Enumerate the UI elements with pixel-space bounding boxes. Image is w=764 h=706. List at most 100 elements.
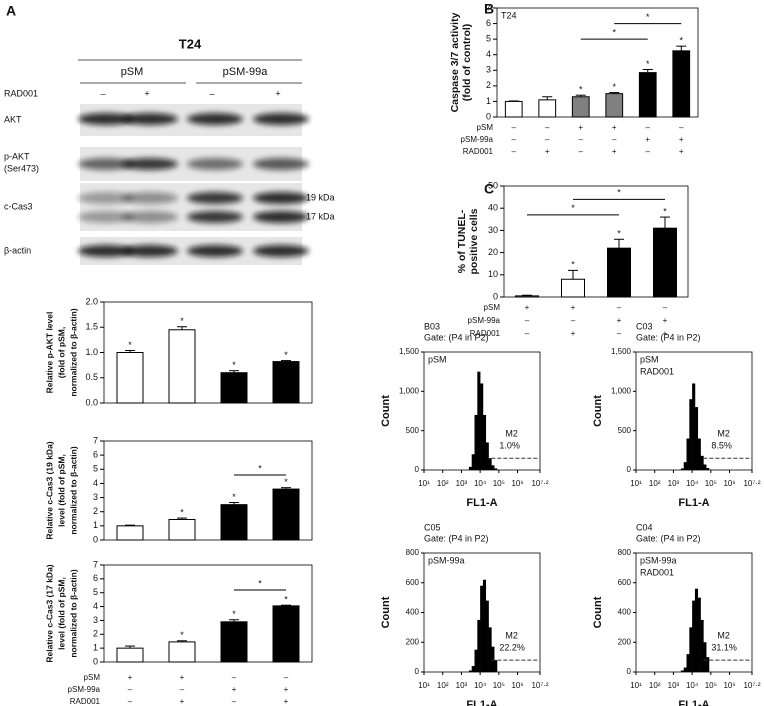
histogram-bin [689,399,693,470]
condition-mark: + [645,135,650,144]
histogram-bin [477,371,481,470]
histogram-bin [680,468,685,470]
sample-id: C04 [636,522,653,532]
histogram-bin [703,642,707,672]
significance: * [180,316,184,326]
y-tick-label: 0 [486,111,491,121]
y-axis-label: Count [592,395,604,427]
blot-title: T24 [179,36,202,51]
condition-mark: – [579,147,584,156]
band-label: AKT [4,114,22,124]
sample-label: pSM [640,354,659,364]
condition-mark: – [679,123,684,132]
histogram-bin [468,466,473,470]
y-tick-label: 7 [486,2,491,12]
histogram-bin [706,468,710,470]
histogram-bin [474,414,478,470]
band [253,192,309,204]
panel-letter: B [484,1,494,17]
band [122,211,178,223]
histogram-bin [494,468,498,470]
y-tick-label: 1 [93,520,98,530]
y-tick-label: 200 [406,637,420,646]
x-tick-label: 10⁵ [493,479,505,488]
y-tick-label: 400 [406,608,420,617]
x-tick-label: 10⁵ [493,681,505,690]
histogram-bin [471,454,475,470]
x-tick-label: 10⁷·² [743,681,760,690]
histogram-bin [689,627,693,672]
significance: * [571,260,575,270]
histogram-bin [686,654,690,672]
x-tick-label: 10¹ [630,681,642,690]
condition-mark: – [128,697,133,706]
significance: * [663,206,667,216]
y-tick-label: 0.0 [85,397,98,407]
significance: * [128,340,132,350]
significance: * [617,229,621,239]
x-tick-label: 10² [437,681,449,690]
band [187,192,243,204]
group-label: pSM [121,66,144,78]
y-tick-label: 30 [488,225,498,235]
band [187,245,243,257]
condition-mark: – [545,123,550,132]
treatment-mark: – [100,88,105,98]
y-axis-label: Caspase 3/7 activity [449,12,461,112]
bar [272,488,300,541]
sample-label: pSM [428,354,447,364]
panel-letter: C [484,181,494,197]
significance: * [258,578,262,588]
y-tick-label: 500 [618,426,632,435]
condition-mark: + [545,147,550,156]
condition-mark: + [663,329,668,338]
y-tick-label: 2 [486,80,491,90]
histogram-bin [480,383,484,470]
y-axis-label: Count [380,596,392,628]
condition-mark: – [545,135,550,144]
significance: * [679,36,683,46]
y-tick-label: 4 [93,478,98,488]
condition-mark: + [284,685,289,694]
gate-percent: 22.2% [499,642,525,652]
condition-mark: – [612,135,617,144]
x-tick-label: 10³ [668,479,680,488]
significance: * [612,28,616,38]
treatment-mark: + [144,88,149,98]
y-axis-label: normalized to β-actin) [68,308,78,396]
panel-letter: A [6,3,16,19]
x-tick-label: 10² [437,479,449,488]
y-tick-label: 5 [93,587,98,597]
significance: * [571,203,575,213]
condition-mark: + [525,303,530,312]
y-tick-label: 1,000 [611,386,632,395]
bar [272,361,300,404]
gate-text: Gate: (P4 in P2) [636,332,701,342]
band [187,113,243,125]
histogram-bin [488,458,492,470]
band [78,158,134,170]
band [187,211,243,223]
histogram-bin [680,670,685,672]
condition-mark: – [646,147,651,156]
band-label: β-actin [4,245,31,255]
condition-name: pSM-99a [68,685,101,694]
condition-mark: – [232,697,237,706]
plot-frame [503,185,689,298]
y-tick-label: 1,500 [611,347,632,356]
x-tick-label: 10³ [456,681,468,690]
y-tick-label: 5 [486,34,491,44]
x-tick-label: 10¹ [630,479,642,488]
condition-mark: – [232,673,237,682]
y-tick-label: 0 [415,465,420,474]
condition-mark: – [646,123,651,132]
condition-name: RAD001 [463,147,494,156]
histogram-bin [692,383,696,470]
significance: * [579,85,583,95]
x-axis-label: FL1-A [678,497,709,509]
plot-frame [496,7,699,118]
x-tick-label: 10⁶ [511,479,523,488]
x-tick-label: 10² [649,681,661,690]
y-axis-label: Relative p-AKT level [44,312,54,394]
